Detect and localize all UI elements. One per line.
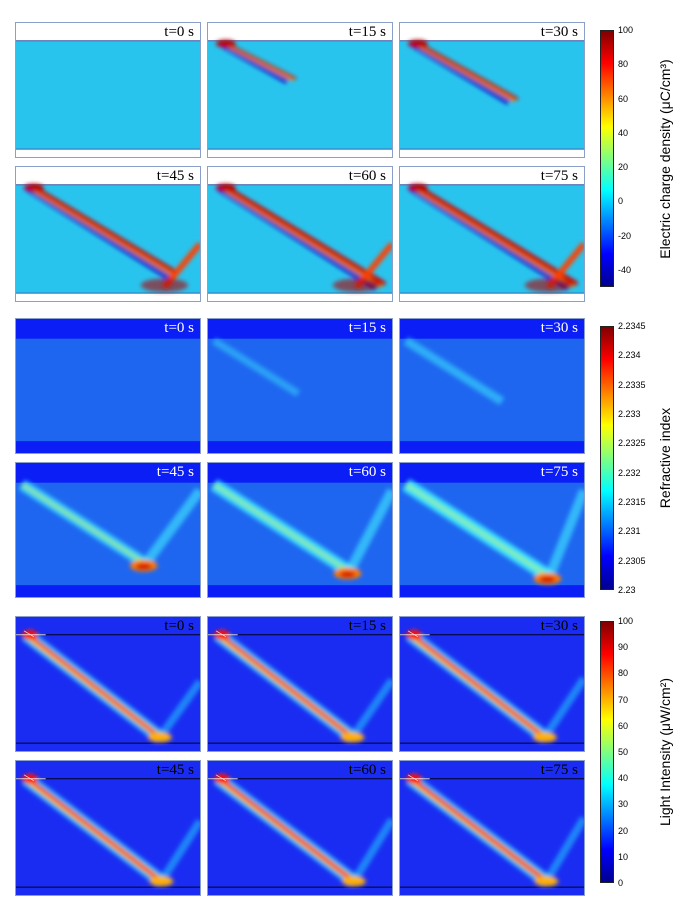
field-plot (208, 23, 392, 157)
colorbar-tick-label: 0 (618, 196, 624, 207)
colorbar-title: Refractive index (657, 407, 673, 509)
field-plot (400, 463, 584, 597)
field-plot (400, 23, 584, 157)
field-panel: t=15 s (207, 318, 393, 454)
time-label: t=30 s (540, 24, 578, 40)
field-panel: t=30 s (399, 616, 585, 752)
field-plot (16, 167, 200, 301)
field-plot (16, 617, 200, 751)
field-plot (400, 761, 584, 895)
field-panel: t=45 s (15, 166, 201, 302)
colorbar-tick-label: 60 (618, 720, 629, 731)
field-plot (400, 617, 584, 751)
field-plot (16, 463, 200, 597)
colorbar-tick-label: 2.2335 (618, 379, 646, 390)
field-panel: t=30 s (399, 318, 585, 454)
colorbar-title: Light Intensity (μW/cm²) (657, 677, 673, 827)
colorbar-tick-label: 40 (618, 127, 629, 138)
colorbar-tick-label: 2.231 (618, 526, 641, 537)
time-label: t=60 s (348, 762, 386, 778)
field-panel: t=60 s (207, 166, 393, 302)
field-panel: t=45 s (15, 462, 201, 598)
colorbar-tick-label: 20 (618, 162, 629, 173)
field-panel: t=75 s (399, 760, 585, 896)
time-label: t=0 s (164, 24, 194, 40)
field-panel: t=60 s (207, 760, 393, 896)
colorbar-tick-label: 10 (618, 851, 629, 862)
colorbar-tick-label: 80 (618, 668, 629, 679)
field-plot (208, 319, 392, 453)
field-panel: t=30 s (399, 22, 585, 158)
time-label: t=45 s (156, 168, 194, 184)
colorbar (600, 621, 614, 883)
colorbar-tick-label: 60 (618, 93, 629, 104)
colorbar-tick-label: 0 (618, 878, 624, 888)
colorbar-tick-label: 20 (618, 825, 629, 836)
field-plot (208, 761, 392, 895)
colorbar-tick-label: 30 (618, 799, 629, 810)
field-panel: t=0 s (15, 616, 201, 752)
colorbar-tick-label: 2.2325 (618, 438, 646, 449)
colorbar-tick-label: 100 (618, 616, 634, 626)
colorbar-tick-label: 90 (618, 642, 629, 653)
field-plot (16, 23, 200, 157)
field-panel: t=60 s (207, 462, 393, 598)
field-plot (400, 167, 584, 301)
time-label: t=75 s (540, 762, 578, 778)
colorbar (600, 30, 614, 287)
field-panel: t=0 s (15, 318, 201, 454)
field-plot (208, 167, 392, 301)
colorbar-tick-label: 2.2315 (618, 497, 646, 507)
colorbar-tick-label: 50 (618, 747, 629, 757)
colorbar-tick-label: 100 (618, 25, 634, 35)
time-label: t=45 s (156, 464, 194, 480)
colorbar-tick-label: 2.234 (618, 350, 641, 361)
field-panel: t=75 s (399, 462, 585, 598)
colorbar-tick-label: -40 (618, 264, 632, 275)
field-plot (208, 463, 392, 597)
field-panel: t=45 s (15, 760, 201, 896)
field-plot (16, 319, 200, 453)
time-label: t=0 s (164, 618, 194, 634)
field-plot (208, 617, 392, 751)
field-panel: t=0 s (15, 22, 201, 158)
time-label: t=15 s (348, 618, 386, 634)
colorbar-tick-label: -20 (618, 230, 632, 241)
time-label: t=30 s (540, 320, 578, 336)
field-panel: t=15 s (207, 22, 393, 158)
time-label: t=15 s (348, 24, 386, 40)
time-label: t=0 s (164, 320, 194, 336)
colorbar-title: Electric charge density (μC/cm³) (657, 58, 673, 259)
colorbar-tick-label: 2.233 (618, 409, 641, 419)
time-label: t=60 s (348, 168, 386, 184)
time-label: t=30 s (540, 618, 578, 634)
time-label: t=45 s (156, 762, 194, 778)
time-label: t=75 s (540, 464, 578, 480)
colorbar-tick-label: 2.2305 (618, 555, 646, 566)
field-plot (400, 319, 584, 453)
colorbar-tick-label: 40 (618, 773, 629, 784)
time-label: t=75 s (540, 168, 578, 184)
colorbar-tick-label: 80 (618, 59, 629, 70)
field-panel: t=15 s (207, 616, 393, 752)
colorbar-tick-label: 2.2345 (618, 321, 646, 331)
colorbar-tick-label: 70 (618, 694, 629, 705)
time-label: t=60 s (348, 464, 386, 480)
colorbar-tick-label: 2.232 (618, 467, 641, 478)
field-panel: t=75 s (399, 166, 585, 302)
field-plot (16, 761, 200, 895)
colorbar (600, 326, 614, 590)
time-label: t=15 s (348, 320, 386, 336)
colorbar-tick-label: 2.23 (618, 585, 636, 595)
